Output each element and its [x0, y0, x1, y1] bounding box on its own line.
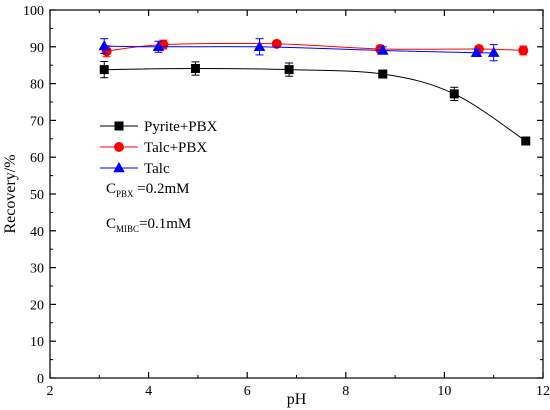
y-tick-label: 70 — [30, 114, 44, 129]
y-tick-label: 0 — [37, 372, 44, 387]
legend-marker — [114, 142, 124, 152]
y-axis-title: Recovery/% — [2, 154, 19, 233]
x-tick-label: 2 — [47, 384, 54, 399]
y-tick-label: 30 — [30, 262, 44, 277]
x-tick-label: 8 — [342, 384, 349, 399]
data-point — [284, 65, 294, 75]
legend: Pyrite+PBX Talc+PBX Talc — [100, 119, 218, 177]
y-tick-label: 10 — [30, 335, 44, 350]
legend-label: Pyrite+PBX — [144, 119, 218, 135]
axes: 2 4 6 8 10 12 0 10 20 30 40 50 60 70 80 90 100 pH Recovery… — [2, 4, 550, 408]
x-axis-title: pH — [287, 391, 307, 408]
y-tick-label: 100 — [23, 4, 44, 19]
data-point — [518, 45, 529, 56]
data-point — [521, 136, 531, 146]
x-tick-label: 6 — [244, 384, 251, 399]
data-point — [190, 64, 200, 74]
x-tick-label: 12 — [536, 384, 550, 399]
series-line — [106, 42, 524, 52]
legend-marker — [114, 121, 124, 131]
data-point — [449, 89, 459, 99]
series-layer — [98, 38, 531, 146]
y-tick-label: 40 — [30, 225, 44, 240]
legend-label: Talc+PBX — [144, 140, 207, 156]
condition-label: CMIBC=0.1mM — [106, 216, 191, 234]
data-point — [253, 40, 266, 51]
legend-label: Talc — [144, 161, 170, 177]
y-tick-label: 80 — [30, 78, 44, 93]
condition-label: CPBX =0.2mM — [106, 181, 190, 199]
x-tick-label: 4 — [145, 384, 152, 399]
data-point — [271, 38, 282, 49]
data-point — [98, 40, 111, 51]
data-point — [487, 46, 500, 57]
series-talc — [98, 38, 500, 62]
conditions-annotation: CPBX =0.2mM CMIBC=0.1mM — [106, 181, 191, 234]
data-point — [99, 65, 109, 75]
data-point — [470, 46, 483, 57]
y-tick-label: 60 — [30, 151, 44, 166]
x-tick-label: 10 — [437, 384, 451, 399]
data-point — [152, 40, 165, 51]
series-pyrite-pbx — [99, 61, 531, 146]
legend-marker — [113, 162, 125, 173]
y-tick-label: 50 — [30, 188, 44, 203]
data-point — [376, 44, 389, 55]
y-tick-label: 90 — [30, 41, 44, 56]
y-tick-label: 20 — [30, 298, 44, 313]
series-line — [104, 68, 527, 142]
data-point — [378, 69, 388, 79]
